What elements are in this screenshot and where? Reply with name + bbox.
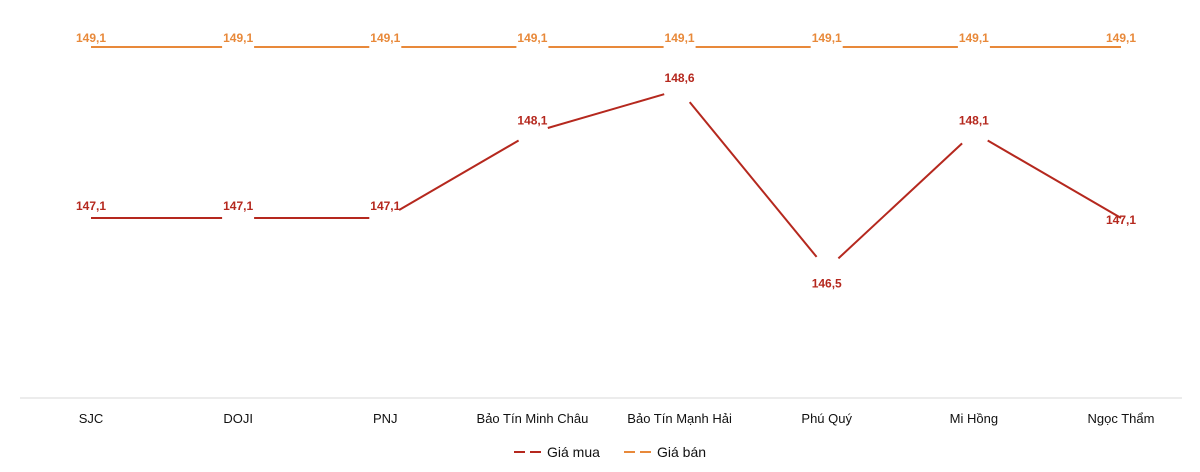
series-1-segment xyxy=(398,139,520,211)
x-tick-label: SJC xyxy=(79,411,104,426)
x-tick-label: Bảo Tín Minh Châu xyxy=(477,411,589,426)
series-1 xyxy=(91,93,1122,260)
series-1-segment xyxy=(837,142,963,260)
series-1-segment xyxy=(987,139,1122,219)
legend-label: Giá mua xyxy=(547,444,600,460)
x-tick-label: Ngọc Thẩm xyxy=(1088,411,1155,426)
data-label: 149,1 xyxy=(959,31,989,45)
x-tick-label: PNJ xyxy=(373,411,398,426)
x-tick-label: Mi Hồng xyxy=(950,411,998,426)
data-label: 146,5 xyxy=(812,276,842,290)
x-tick-label: Phú Quý xyxy=(801,411,852,426)
data-label: 149,1 xyxy=(370,31,400,45)
data-label: 148,6 xyxy=(665,71,695,85)
data-label-layer: 147,1 147,1 147,1 148,1 148,6 146,5 148,1 147,1… xyxy=(76,31,1136,290)
data-label: 147,1 xyxy=(1106,213,1136,227)
legend-item-2: Giá bán xyxy=(624,444,706,460)
data-label: 147,1 xyxy=(370,199,400,213)
data-label: 148,1 xyxy=(959,114,989,128)
data-label: 148,1 xyxy=(517,114,547,128)
series-1-segment xyxy=(688,101,818,258)
data-label: 149,1 xyxy=(223,31,253,45)
data-label: 149,1 xyxy=(1106,31,1136,45)
series-layer xyxy=(91,46,1122,260)
data-label: 147,1 xyxy=(223,199,253,213)
x-tick-label: Bảo Tín Mạnh Hải xyxy=(627,411,732,426)
x-tick-label: DOJI xyxy=(223,411,253,426)
series-1-segment xyxy=(547,93,665,129)
data-label: 149,1 xyxy=(665,31,695,45)
data-label: 147,1 xyxy=(76,199,106,213)
legend: Giá mua Giá bán xyxy=(514,444,706,460)
data-label: 149,1 xyxy=(812,31,842,45)
legend-item-1: Giá mua xyxy=(514,444,600,460)
x-tick-layer: SJC DOJI PNJ Bảo Tín Minh Châu Bảo Tín Mạnh … xyxy=(79,411,1155,426)
data-label: 149,1 xyxy=(517,31,547,45)
data-label: 149,1 xyxy=(76,31,106,45)
legend-label: Giá bán xyxy=(657,444,706,460)
